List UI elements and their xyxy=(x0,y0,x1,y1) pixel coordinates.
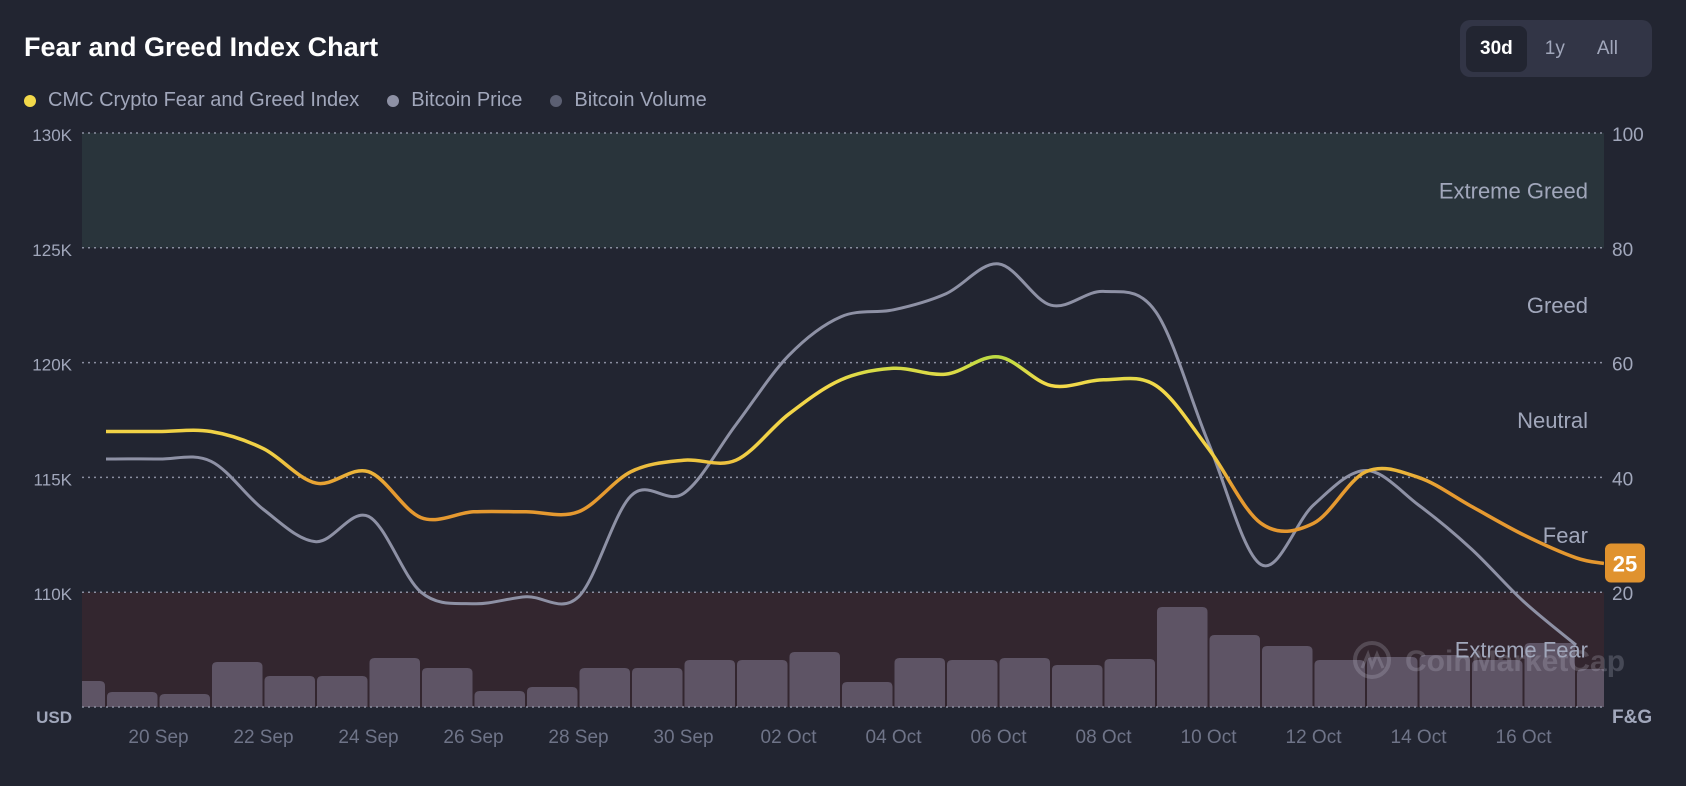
zone-label: Fear xyxy=(1543,523,1588,548)
volume-bar xyxy=(1314,660,1365,707)
legend-label: Bitcoin Volume xyxy=(574,89,707,111)
x-axis-tick: 16 Oct xyxy=(1496,727,1553,748)
right-axis-tick: 40 xyxy=(1612,469,1633,490)
chart-legend: CMC Crypto Fear and Greed Index Bitcoin … xyxy=(24,89,707,112)
current-value-text: 25 xyxy=(1613,552,1637,577)
zone-label: Greed xyxy=(1527,293,1588,318)
legend-dot-icon xyxy=(550,94,563,107)
x-axis-tick: 22 Sep xyxy=(233,727,293,748)
volume-bar xyxy=(264,676,315,707)
zone-label: Neutral xyxy=(1517,408,1588,433)
volume-bar xyxy=(947,660,998,707)
volume-bar xyxy=(1419,655,1470,707)
volume-bar xyxy=(579,668,630,707)
right-axis-tick: 100 xyxy=(1612,125,1644,146)
zone-band-extreme-greed xyxy=(82,133,1604,248)
x-axis-tick: 08 Oct xyxy=(1076,727,1133,748)
x-axis-tick: 02 Oct xyxy=(761,727,818,748)
legend-item-bitcoin-price[interactable]: Bitcoin Price xyxy=(387,89,522,112)
left-axis-tick: 110K xyxy=(34,585,73,604)
left-axis-tick: 120K xyxy=(32,356,72,375)
volume-bar xyxy=(684,660,735,707)
legend-dot-icon xyxy=(24,94,36,107)
x-axis-tick: 12 Oct xyxy=(1286,727,1343,748)
volume-bar xyxy=(789,652,840,707)
time-range-selector: 30d 1y All xyxy=(1460,20,1652,77)
coinmarketcap-watermark: CoinMarketCap xyxy=(1353,641,1625,679)
legend-item-fear-greed[interactable]: CMC Crypto Fear and Greed Index xyxy=(24,89,359,112)
range-all-button[interactable]: All xyxy=(1583,26,1632,72)
legend-item-bitcoin-volume[interactable]: Bitcoin Volume xyxy=(550,89,707,112)
zone-label: Extreme Greed xyxy=(1439,178,1588,203)
volume-bar xyxy=(82,681,105,707)
volume-bar xyxy=(1524,643,1575,707)
x-axis-tick: 28 Sep xyxy=(548,727,608,748)
right-axis-tick: 20 xyxy=(1612,584,1633,605)
x-axis-tick: 20 Sep xyxy=(128,727,188,748)
volume-bar xyxy=(1262,646,1313,707)
current-value-badge xyxy=(1605,543,1645,583)
volume-bar xyxy=(422,668,473,707)
left-axis-label: USD xyxy=(36,708,72,727)
volume-bars xyxy=(82,607,1604,707)
volume-bar xyxy=(107,692,158,707)
volume-bar xyxy=(1104,659,1155,707)
volume-bar xyxy=(1157,607,1208,707)
bitcoin-price-line xyxy=(105,262,1577,647)
coinmarketcap-logo-icon xyxy=(1353,641,1391,679)
volume-bar xyxy=(842,682,893,707)
zone-label: Extreme Fear xyxy=(1455,638,1588,663)
right-axis-label: F&G xyxy=(1612,707,1652,728)
left-axis-tick: 125K xyxy=(32,241,72,260)
logo-mark xyxy=(1360,649,1385,671)
x-axis-tick: 14 Oct xyxy=(1391,727,1448,748)
range-1y-button[interactable]: 1y xyxy=(1531,26,1579,72)
legend-dot-icon xyxy=(387,94,400,107)
volume-bar xyxy=(527,687,578,707)
volume-bar xyxy=(1577,669,1604,707)
volume-bar xyxy=(999,658,1050,707)
legend-label: CMC Crypto Fear and Greed Index xyxy=(48,89,360,111)
x-axis-tick: 24 Sep xyxy=(338,727,398,748)
page-title: Fear and Greed Index Chart xyxy=(24,32,379,62)
fear-greed-line xyxy=(105,355,1604,566)
range-30d-button[interactable]: 30d xyxy=(1466,25,1527,72)
x-axis-tick: 06 Oct xyxy=(971,727,1028,748)
volume-bar xyxy=(317,676,368,707)
volume-bar xyxy=(212,662,263,707)
watermark-text: CoinMarketCap xyxy=(1405,645,1625,678)
volume-bar xyxy=(1209,635,1260,707)
right-axis-tick: 80 xyxy=(1612,240,1633,261)
volume-bar xyxy=(369,658,420,707)
volume-bar xyxy=(894,658,945,707)
x-axis-tick: 10 Oct xyxy=(1181,727,1238,748)
x-axis-tick: 04 Oct xyxy=(866,727,923,748)
x-axis-tick: 30 Sep xyxy=(653,727,713,748)
volume-bar xyxy=(632,668,683,707)
left-axis-tick: 115K xyxy=(34,470,73,489)
volume-bar xyxy=(1367,657,1418,707)
legend-label: Bitcoin Price xyxy=(411,89,523,111)
volume-bar xyxy=(1052,665,1103,707)
x-axis-tick: 26 Sep xyxy=(443,727,503,748)
right-axis-tick: 60 xyxy=(1612,355,1633,376)
volume-bar xyxy=(1472,660,1523,707)
volume-bar xyxy=(474,691,525,707)
volume-bar xyxy=(159,694,210,707)
volume-bar xyxy=(737,660,788,707)
left-axis-tick: 130K xyxy=(32,126,72,145)
